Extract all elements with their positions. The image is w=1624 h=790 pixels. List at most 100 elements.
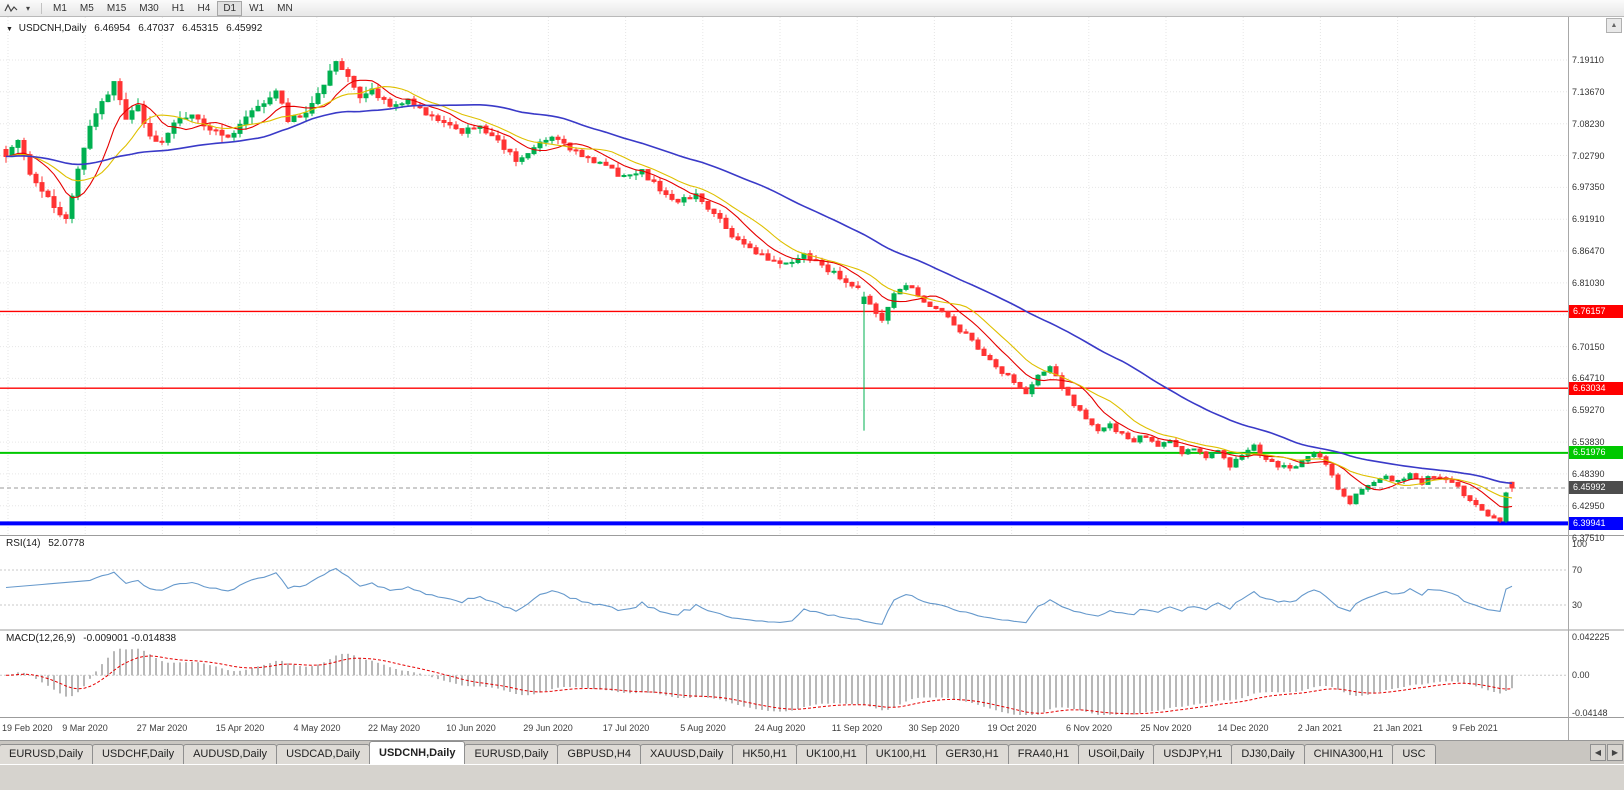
rsi-axis-label: 30 [1572, 600, 1583, 610]
chart-tab-eurusd-daily[interactable]: EURUSD,Daily [464, 744, 559, 764]
chart-tab-eurusd-daily[interactable]: EURUSD,Daily [0, 744, 93, 764]
ohlc-high: 6.47037 [138, 23, 175, 34]
macd-header: MACD(12,26,9) -0.009001 -0.014838 [6, 633, 176, 644]
price-axis-label: 6.97350 [1572, 182, 1605, 192]
date-axis-label: 4 May 2020 [293, 723, 341, 733]
price-axis-label: 6.70150 [1572, 342, 1605, 352]
price-axis-label: 7.13670 [1572, 87, 1605, 97]
rsi-pane-layer [0, 567, 1568, 625]
date-axis-label: 27 Mar 2020 [136, 723, 188, 733]
date-axis-label: 6 Nov 2020 [1065, 723, 1113, 733]
date-axis-label: 17 Jul 2020 [602, 723, 650, 733]
chart-tabs-bar: EURUSD,Daily USDCHF,Daily AUDUSD,Daily USDC… [0, 740, 1624, 764]
toolbar-separator [41, 2, 42, 14]
moving-averages-layer [5, 79, 1513, 508]
date-axis-label: 22 May 2020 [367, 723, 421, 733]
chart-tab-usoil-daily[interactable]: USOil,Daily [1078, 744, 1155, 764]
timeframe-button-m5[interactable]: M5 [79, 2, 94, 14]
chart-tab-ger30-h1[interactable]: GER30,H1 [935, 744, 1009, 764]
price-chart-canvas[interactable] [0, 17, 1624, 740]
chart-tab-hk50-h1[interactable]: HK50,H1 [732, 744, 797, 764]
chart-tab-usdjpy-h1[interactable]: USDJPY,H1 [1153, 744, 1233, 764]
macd-axis-label: 0.00 [1572, 670, 1590, 680]
timeframe-button-d1[interactable]: D1 [217, 0, 243, 16]
scroll-up-button[interactable]: ▲ [1606, 18, 1622, 33]
chart-tab-uk100-h1[interactable]: UK100,H1 [865, 744, 937, 764]
date-axis-label: 30 Sep 2020 [908, 723, 960, 733]
date-axis-label: 9 Feb 2021 [1452, 723, 1498, 733]
indicator-zigzag-icon[interactable] [3, 1, 19, 16]
macd-axis-label: -0.04148 [1572, 708, 1608, 718]
date-axis-label: 10 Jun 2020 [446, 723, 496, 733]
date-axis-label: 19 Oct 2020 [987, 723, 1037, 733]
ohlc-low: 6.45315 [182, 23, 219, 34]
timeframe-button-m1[interactable]: M1 [53, 2, 67, 14]
price-axis-label: 7.02790 [1572, 151, 1605, 161]
price-level-badge: 6.76157 [1569, 305, 1623, 318]
timeframe-button-w1[interactable]: W1 [249, 2, 265, 14]
collapse-triangle-icon[interactable]: ▼ [6, 26, 13, 33]
date-axis-label: 15 Apr 2020 [215, 723, 265, 733]
timeframe-button-m30[interactable]: M30 [139, 2, 159, 14]
timeframe-button-h4[interactable]: H4 [197, 2, 211, 14]
date-axis-label: 29 Jun 2020 [523, 723, 573, 733]
price-axis-label: 6.37510 [1572, 533, 1605, 543]
symbol-timeframe-label: USDCNH,Daily [18, 23, 87, 34]
macd-axis-label: 0.042225 [1572, 632, 1610, 642]
ohlc-open: 6.46954 [94, 23, 131, 34]
rsi-axis-label: 70 [1572, 565, 1583, 575]
chart-tab-usdcad-daily[interactable]: USDCAD,Daily [276, 744, 371, 764]
rsi-label: RSI(14) [6, 538, 41, 549]
price-axis-label: 6.86470 [1572, 246, 1605, 256]
chart-tab-fra40-h1[interactable]: FRA40,H1 [1007, 744, 1080, 764]
tab-scroll-left-button[interactable]: ◀ [1590, 744, 1606, 761]
chart-tab-gbpusd-h4[interactable]: GBPUSD,H4 [557, 744, 641, 764]
timeframe-toolbar: ▾ M1 M5 M15 M30 H1 H4 D1 W1 MN [0, 0, 1624, 17]
ohlc-close: 6.45992 [226, 23, 263, 34]
chart-tab-xauusd-daily[interactable]: XAUUSD,Daily [639, 744, 734, 764]
chart-area[interactable]: ▼ USDCNH,Daily 6.46954 6.47037 6.45315 6… [0, 17, 1624, 740]
timeframe-button-h1[interactable]: H1 [171, 2, 185, 14]
tab-scroll-right-button[interactable]: ▶ [1607, 744, 1623, 761]
chart-tabs: EURUSD,Daily USDCHF,Daily AUDUSD,Daily USDC… [0, 741, 1436, 764]
date-axis-label: 14 Dec 2020 [1217, 723, 1269, 733]
chart-tab-usc[interactable]: USC [1392, 744, 1436, 764]
chart-title: ▼ USDCNH,Daily 6.46954 6.47037 6.45315 6… [6, 23, 262, 34]
date-axis-label: 2 Jan 2021 [1297, 723, 1343, 733]
candles-layer [3, 58, 1515, 523]
tab-scroll-arrows: ◀ ▶ [1590, 744, 1623, 761]
date-axis-label: 11 Sep 2020 [831, 723, 883, 733]
chart-tab-china300-h1[interactable]: CHINA300,H1 [1303, 744, 1394, 764]
chart-tab-uk100-h1[interactable]: UK100,H1 [795, 744, 867, 764]
price-level-badge: 6.39941 [1569, 517, 1623, 530]
price-axis-label: 6.91910 [1572, 214, 1605, 224]
macd-pane-layer [0, 648, 1568, 715]
price-level-badge: 6.63034 [1569, 382, 1623, 395]
grid-layer [0, 17, 1568, 535]
price-axis-label: 6.59270 [1572, 405, 1605, 415]
dropdown-caret-icon[interactable]: ▾ [25, 3, 30, 13]
current-price-badge: 6.45992 [1569, 481, 1623, 494]
date-axis-label: 24 Aug 2020 [754, 723, 806, 733]
date-axis-label: 25 Nov 2020 [1140, 723, 1192, 733]
rsi-value: 52.0778 [48, 538, 85, 549]
chart-tab-dj30-daily[interactable]: DJ30,Daily [1231, 744, 1305, 764]
level-lines-layer[interactable] [0, 310, 1568, 526]
chart-tab-usdchf-daily[interactable]: USDCHF,Daily [91, 744, 185, 764]
rsi-axis-label: 100 [1572, 539, 1588, 549]
price-axis-label: 6.48390 [1572, 469, 1605, 479]
price-axis-label: 7.08230 [1572, 119, 1605, 129]
pane-splitters[interactable] [0, 17, 1624, 740]
price-axis-label: 6.81030 [1572, 278, 1605, 288]
chart-tab-audusd-daily[interactable]: AUDUSD,Daily [183, 744, 278, 764]
chart-tab-usdcnh-daily[interactable]: USDCNH,Daily [369, 741, 466, 764]
timeframe-button-mn[interactable]: MN [277, 2, 293, 14]
zigzag-glyph [4, 3, 18, 13]
timeframe-buttons-group: M1 M5 M15 M30 H1 H4 D1 W1 MN [47, 0, 299, 16]
price-level-badge: 6.51976 [1569, 446, 1623, 459]
timeframe-button-m15[interactable]: M15 [106, 2, 127, 14]
status-bar [0, 764, 1624, 790]
macd-label: MACD(12,26,9) [6, 633, 76, 644]
date-axis-label: 9 Mar 2020 [62, 723, 108, 733]
